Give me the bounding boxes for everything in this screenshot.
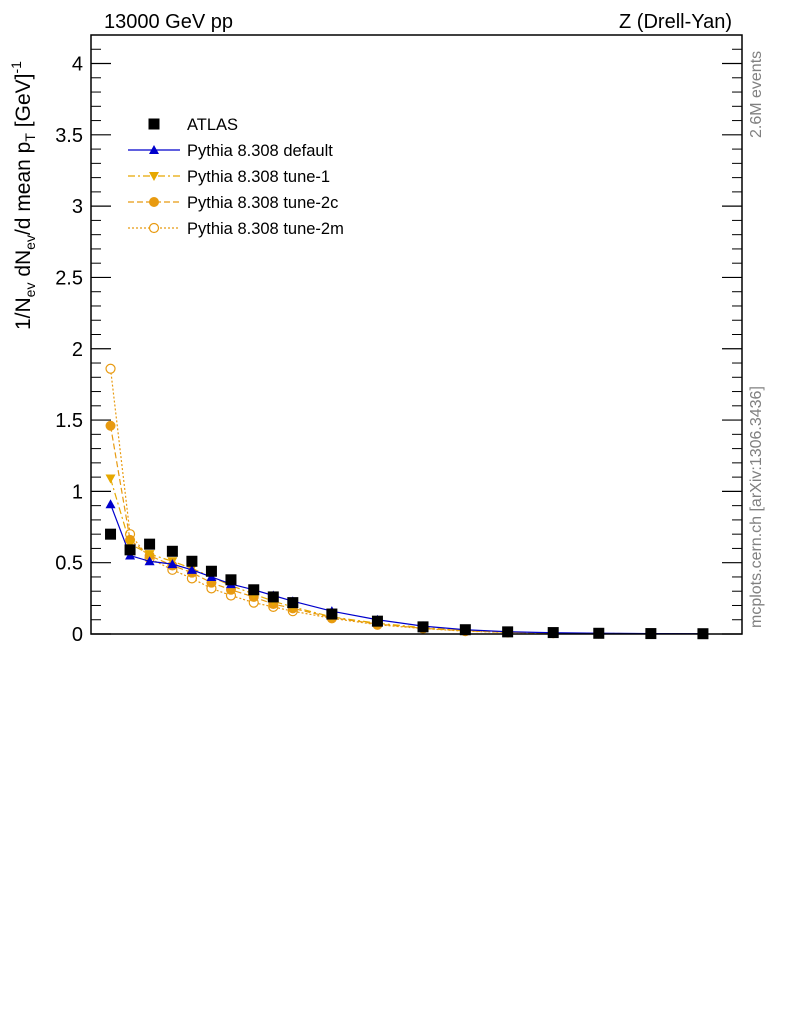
legend: ATLAS Pythia 8.308 default Pythia 8.308 tu…: [128, 116, 344, 238]
y-tick-label: 0: [72, 624, 83, 646]
legend-label: ATLAS: [187, 116, 238, 134]
data-point: [105, 363, 116, 374]
legend-label: Pythia 8.308 tune-1: [187, 168, 330, 186]
y-tick-label: 2: [72, 339, 83, 361]
data-point: [144, 538, 156, 550]
data-point: [105, 420, 116, 431]
events-label: 2.6M events: [748, 51, 765, 138]
legend-label: Pythia 8.308 tune-2c: [187, 194, 338, 212]
data-point: [417, 621, 429, 633]
data-point: [547, 627, 559, 639]
data-point: [105, 499, 116, 509]
data-point: [186, 564, 197, 574]
data-point: [166, 545, 178, 557]
data-point: [105, 474, 116, 484]
data-point: [149, 145, 159, 154]
series-pythia-8-308-tune-2c: [105, 420, 708, 639]
data-point: [144, 556, 155, 566]
legend-label: Pythia 8.308 default: [187, 142, 333, 160]
data-point: [149, 172, 159, 181]
data-point: [149, 197, 159, 207]
series-pythia-8-308-tune-2m: [105, 363, 709, 639]
series-line: [109, 368, 703, 635]
y-tick-label: 1.5: [55, 410, 83, 432]
y-tick-label: 4: [72, 54, 83, 76]
legend-label: Pythia 8.308 tune-2m: [187, 220, 344, 238]
series-line: [109, 478, 703, 635]
data-point: [371, 615, 383, 627]
data-point: [326, 608, 338, 620]
data-point: [167, 559, 178, 569]
series-line: [109, 425, 703, 635]
legend-item: Pythia 8.308 tune-2c: [128, 194, 338, 212]
data-point: [287, 597, 299, 609]
data-point: [248, 584, 260, 596]
series-pythia-8-308-default: [105, 499, 708, 638]
data-point: [144, 550, 155, 560]
data-point: [148, 118, 160, 130]
data-point: [267, 591, 279, 603]
data-point: [105, 528, 117, 540]
series-line: [109, 504, 703, 635]
legend-item: Pythia 8.308 default: [128, 142, 333, 160]
header-right: Z (Drell-Yan): [619, 11, 732, 33]
svg-text:1/Nev dNev/d mean pT [GeV]-1: 1/Nev dNev/d mean pT [GeV]-1: [8, 61, 38, 330]
y-axis: 0 0.5 1 1.5 2 2.5 3 3.5 4: [55, 34, 742, 646]
y-tick-label: 1: [72, 481, 83, 503]
y-axis-title: 1/Nev dNev/d mean pT [GeV]-1: [8, 61, 38, 330]
header-left: 13000 GeV pp: [104, 11, 233, 33]
series-atlas: [105, 528, 709, 640]
y-tick-label: 3: [72, 196, 83, 218]
plot-frame: [90, 34, 743, 635]
y-tick-label: 0.5: [55, 553, 83, 575]
series-layer: [105, 363, 709, 640]
y-tick-label: 2.5: [55, 267, 83, 289]
legend-item: Pythia 8.308 tune-1: [128, 168, 330, 186]
data-point: [459, 624, 471, 636]
data-point: [205, 565, 217, 577]
legend-item: ATLAS: [148, 116, 238, 134]
data-point: [502, 626, 514, 638]
data-point: [124, 544, 136, 556]
source-label: mcplots.cern.ch [arXiv:1306.3436]: [748, 386, 765, 628]
data-point: [225, 574, 237, 586]
data-point: [148, 222, 160, 234]
y-tick-label: 3.5: [55, 125, 83, 147]
data-point: [186, 555, 198, 567]
legend-item: Pythia 8.308 tune-2m: [128, 220, 344, 238]
